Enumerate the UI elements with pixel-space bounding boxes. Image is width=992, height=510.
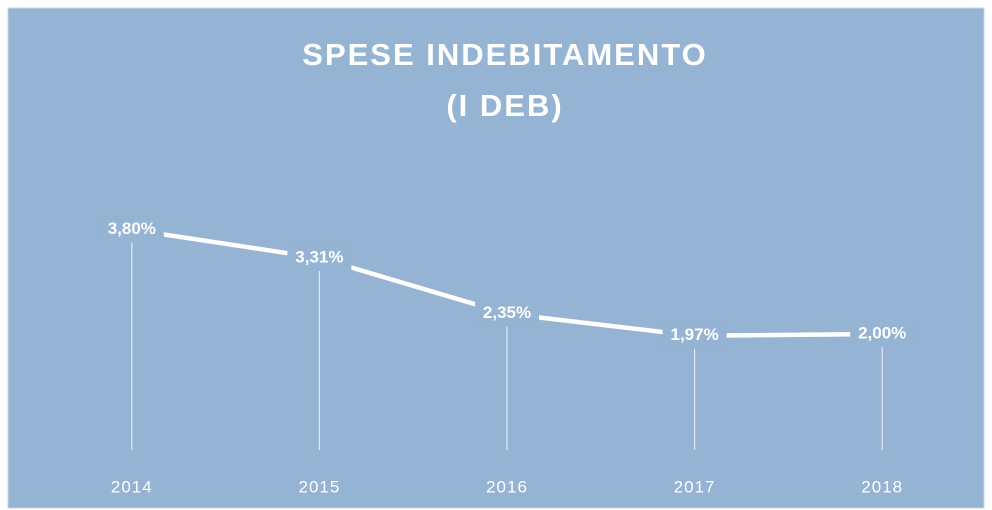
x-tick-label: 2015 xyxy=(298,477,340,496)
x-tick-label: 2014 xyxy=(111,477,153,496)
data-label: 2,35% xyxy=(483,303,531,322)
chart-title: SPESE INDEBITAMENTO xyxy=(302,37,707,72)
chart-background xyxy=(7,7,985,509)
data-label: 2,00% xyxy=(858,323,906,342)
label-background xyxy=(850,321,915,347)
data-label: 3,80% xyxy=(108,219,156,238)
label-background xyxy=(662,322,727,349)
label-background xyxy=(287,245,352,272)
data-label: 1,97% xyxy=(670,325,718,344)
data-label: 3,31% xyxy=(295,248,343,267)
x-tick-label: 2018 xyxy=(861,477,903,496)
x-tick-label: 2017 xyxy=(674,477,716,496)
x-tick-label: 2016 xyxy=(486,477,528,496)
label-background xyxy=(475,300,539,327)
chart-title: (I DEB) xyxy=(446,88,563,123)
label-background xyxy=(99,216,164,243)
